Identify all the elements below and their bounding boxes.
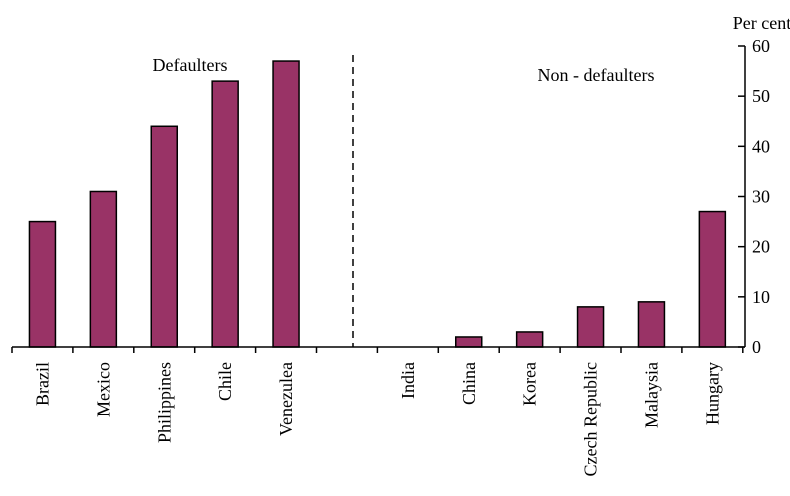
bar-malaysia (637, 301, 666, 348)
category-label-venezulea: Venezulea (276, 362, 296, 436)
y-tick-label-20: 20 (752, 237, 770, 257)
bar-venezulea (272, 60, 300, 348)
category-label-brazil: Brazil (32, 362, 52, 406)
bars-layer (28, 60, 727, 348)
bar-korea (515, 331, 544, 348)
category-label-india: India (398, 362, 418, 399)
y-tick-label-30: 30 (752, 187, 770, 207)
bar-hungary (698, 210, 727, 348)
bar-china (455, 336, 483, 348)
y-tick-label-60: 60 (752, 36, 770, 56)
group-label-non-defaulters: Non - defaulters (538, 65, 655, 85)
x-ticks-layer (11, 347, 744, 353)
y-ticks-layer: 0 10 20 30 40 50 60 (738, 36, 770, 357)
category-label-china: China (459, 362, 479, 405)
category-labels-layer: Brazil Mexico Philippines Chile Venezulea Ind… (32, 362, 722, 476)
y-tick-label-50: 50 (752, 86, 770, 106)
category-label-mexico: Mexico (93, 362, 113, 417)
bar-czech-republic (576, 306, 605, 348)
y-tick-label-40: 40 (752, 136, 770, 156)
y-tick-label-10: 10 (752, 287, 770, 307)
category-label-korea: Korea (520, 362, 540, 406)
y-axis-label: Per cent (733, 13, 790, 33)
bar-brazil (28, 220, 57, 348)
y-tick-label-0: 0 (752, 337, 761, 357)
category-label-chile: Chile (215, 362, 235, 401)
category-label-czech-republic: Czech Republic (581, 362, 601, 476)
category-label-hungary: Hungary (702, 362, 722, 425)
group-label-defaulters: Defaulters (153, 55, 228, 75)
bar-philippines (150, 125, 178, 348)
bar-mexico (89, 190, 118, 348)
bar-chile (211, 80, 239, 348)
category-label-malaysia: Malaysia (641, 362, 661, 428)
category-label-philippines: Philippines (154, 362, 174, 443)
